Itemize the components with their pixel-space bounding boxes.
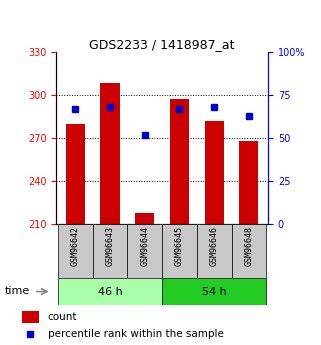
FancyBboxPatch shape — [93, 224, 127, 278]
Text: GSM96645: GSM96645 — [175, 226, 184, 266]
Bar — [239, 141, 258, 224]
FancyBboxPatch shape — [231, 224, 266, 278]
Bar — [205, 121, 224, 224]
Bar — [100, 83, 119, 224]
Bar — [170, 99, 189, 224]
Text: 46 h: 46 h — [98, 287, 122, 296]
Bar — [135, 213, 154, 224]
FancyBboxPatch shape — [197, 224, 231, 278]
Text: GSM96643: GSM96643 — [106, 226, 115, 266]
FancyBboxPatch shape — [162, 278, 266, 305]
Text: percentile rank within the sample: percentile rank within the sample — [48, 329, 224, 339]
Text: time: time — [4, 286, 30, 296]
Text: GSM96642: GSM96642 — [71, 226, 80, 266]
Text: count: count — [48, 312, 77, 322]
FancyBboxPatch shape — [162, 224, 197, 278]
FancyBboxPatch shape — [58, 278, 162, 305]
Text: GSM96644: GSM96644 — [140, 226, 149, 266]
FancyBboxPatch shape — [58, 224, 93, 278]
Bar — [66, 124, 85, 224]
Title: GDS2233 / 1418987_at: GDS2233 / 1418987_at — [89, 38, 235, 51]
Text: 54 h: 54 h — [202, 287, 227, 296]
Text: GSM96648: GSM96648 — [244, 226, 254, 266]
Bar — [22, 310, 39, 323]
Text: GSM96646: GSM96646 — [210, 226, 219, 266]
FancyBboxPatch shape — [127, 224, 162, 278]
